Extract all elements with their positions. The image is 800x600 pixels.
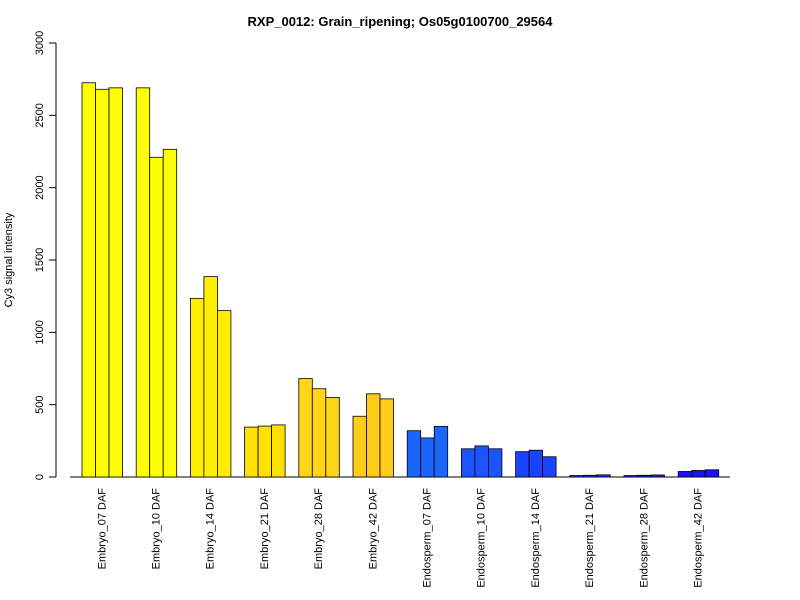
y-tick-label: 2500	[34, 103, 46, 127]
bar	[379, 398, 394, 478]
bar	[542, 456, 557, 478]
bar	[637, 474, 652, 478]
x-tick-label: Embryo_21 DAF	[259, 488, 271, 570]
bar	[81, 82, 96, 478]
bar	[216, 310, 232, 478]
bar	[474, 445, 489, 478]
x-tick-label: Embryo_07 DAF	[96, 488, 108, 570]
x-tick-label: Embryo_42 DAF	[367, 488, 379, 570]
bar	[298, 378, 313, 478]
y-tick-label: 1500	[34, 248, 46, 272]
bar	[433, 425, 449, 478]
bar	[325, 397, 340, 478]
bar	[311, 388, 327, 478]
bar	[162, 148, 178, 478]
bar	[271, 424, 286, 478]
x-tick-label: Embryo_14 DAF	[205, 488, 217, 570]
bar	[528, 449, 543, 478]
chart-title: RXP_0012: Grain_ripening; Os05g0100700_2…	[248, 14, 554, 29]
x-tick-label: Endosperm_28 DAF	[638, 488, 650, 588]
bar	[149, 156, 164, 478]
bar	[135, 87, 151, 478]
y-tick-label: 3000	[34, 31, 46, 55]
bar	[691, 470, 706, 478]
bar	[677, 471, 693, 478]
bar	[487, 448, 503, 478]
bars	[70, 82, 730, 478]
bar	[189, 297, 205, 478]
x-tick-label: Endosperm_14 DAF	[530, 488, 542, 588]
y-axis: 0 500 1000 1500 2000 2500 3000	[34, 31, 57, 480]
bar	[420, 437, 435, 478]
x-tick-label: Embryo_10 DAF	[150, 488, 162, 570]
bar	[460, 448, 476, 478]
bar	[244, 426, 259, 478]
bar	[704, 469, 720, 478]
bar	[257, 425, 273, 478]
bar	[95, 88, 110, 478]
bar	[352, 415, 367, 478]
x-tick-label: Embryo_28 DAF	[313, 488, 325, 570]
y-tick-label: 500	[34, 395, 46, 413]
bar	[366, 393, 381, 478]
bar	[582, 474, 598, 478]
bar	[623, 475, 638, 478]
x-tick-label: Endosperm_21 DAF	[584, 488, 596, 588]
bar	[515, 451, 530, 478]
y-tick-label: 0	[34, 474, 46, 480]
x-tick-label: Endosperm_42 DAF	[692, 488, 704, 588]
bar	[596, 474, 611, 478]
x-tick-label: Endosperm_10 DAF	[476, 488, 488, 588]
bar	[406, 430, 422, 478]
y-tick-label: 2000	[34, 175, 46, 199]
y-axis-label: Cy3 signal intensity	[3, 212, 15, 307]
x-axis-labels: Embryo_07 DAF Embryo_10 DAF Embryo_14 DAF E…	[96, 488, 704, 588]
y-tick-label: 1000	[34, 320, 46, 344]
bar	[650, 474, 665, 478]
x-tick-label: Endosperm_07 DAF	[421, 488, 433, 588]
bar	[108, 87, 123, 478]
bar	[569, 475, 584, 478]
bar	[203, 276, 218, 478]
